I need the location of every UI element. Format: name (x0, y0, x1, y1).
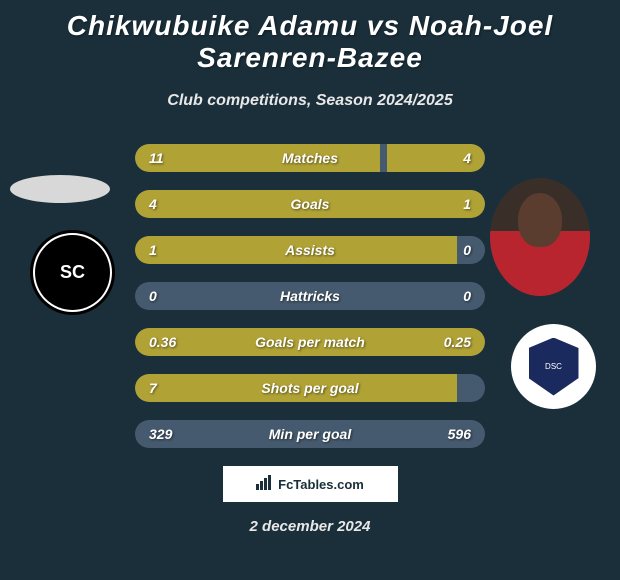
stat-right-value: 0.25 (444, 328, 471, 356)
stat-right-value: 1 (463, 190, 471, 218)
stat-right-value: 0 (463, 236, 471, 264)
left-club-initials: SC (35, 235, 110, 310)
stat-label: Shots per goal (135, 374, 485, 402)
stat-label: Matches (135, 144, 485, 172)
stat-right-value: 4 (463, 144, 471, 172)
stat-right-value: 0 (463, 282, 471, 310)
stat-row-goals-per-match: 0.36 Goals per match 0.25 (135, 328, 485, 356)
subtitle: Club competitions, Season 2024/2025 (0, 92, 620, 110)
stat-row-assists: 1 Assists 0 (135, 236, 485, 264)
right-club-shield: DSC (529, 338, 579, 396)
chart-bars-icon (256, 475, 272, 493)
stat-label: Assists (135, 236, 485, 264)
left-player-placeholder (10, 175, 110, 203)
footer-brand-box: FcTables.com (223, 466, 398, 502)
stat-label: Min per goal (135, 420, 485, 448)
stat-label: Goals per match (135, 328, 485, 356)
stat-row-matches: 11 Matches 4 (135, 144, 485, 172)
stat-row-min-per-goal: 329 Min per goal 596 (135, 420, 485, 448)
stats-container: 11 Matches 4 4 Goals 1 1 Assists 0 0 Hat… (135, 144, 485, 448)
right-player-photo (490, 178, 590, 296)
stat-label: Hattricks (135, 282, 485, 310)
footer-date: 2 december 2024 (0, 518, 620, 535)
footer-brand-text: FcTables.com (278, 477, 364, 492)
stat-row-hattricks: 0 Hattricks 0 (135, 282, 485, 310)
stat-label: Goals (135, 190, 485, 218)
stat-right-value: 596 (448, 420, 471, 448)
left-club-logo: SC (20, 230, 120, 315)
page-title: Chikwubuike Adamu vs Noah-Joel Sarenren-… (0, 0, 620, 74)
stat-row-goals: 4 Goals 1 (135, 190, 485, 218)
right-club-logo: DSC (511, 324, 596, 409)
stat-row-shots-per-goal: 7 Shots per goal (135, 374, 485, 402)
